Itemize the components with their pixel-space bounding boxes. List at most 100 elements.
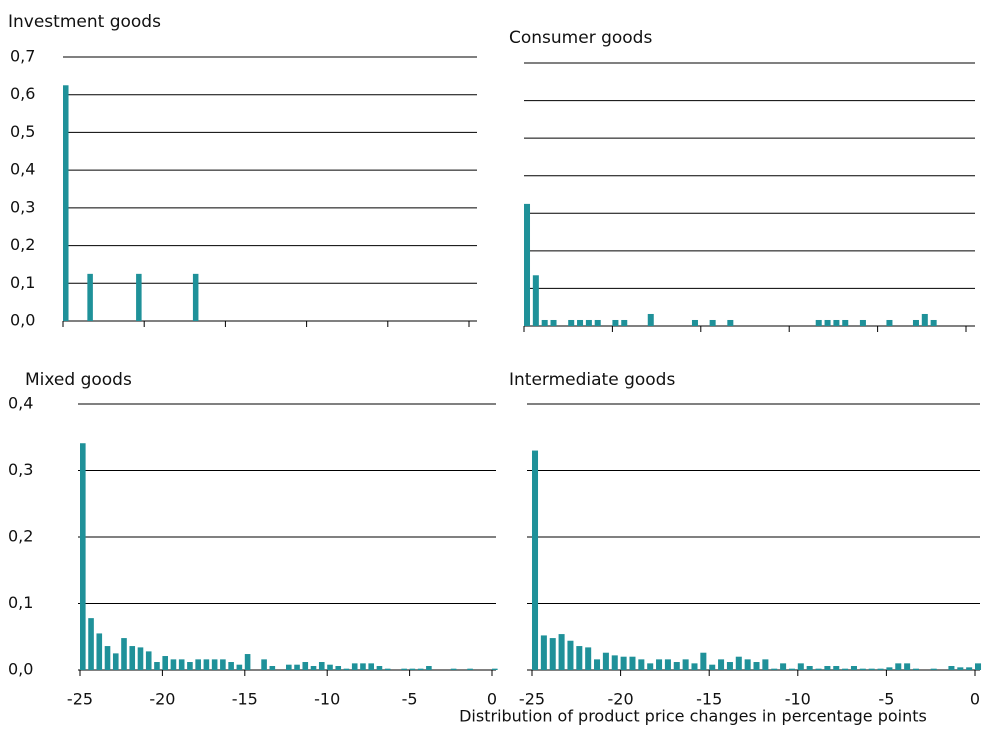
bar [426,666,432,670]
bar [162,656,169,670]
bar [673,662,680,670]
bar [727,319,734,326]
bar [467,668,473,670]
bar [788,668,795,670]
bar [895,663,902,670]
bar [549,638,556,670]
x-tick-label: -15 [232,690,258,709]
bar [647,663,654,670]
y-tick-label: 0,7 [10,47,35,66]
bar [620,656,627,670]
x-tick-label: 0 [487,690,497,709]
bar [833,319,840,326]
bar [286,664,292,670]
x-tick-label: -5 [402,690,418,709]
bar [780,663,787,670]
x-tick-label: -20 [149,690,175,709]
x-tick-label: -25 [67,690,93,709]
bar [409,668,416,670]
bar [930,319,937,326]
bar [611,655,618,670]
bar [735,656,742,670]
bar [154,662,160,670]
bar [87,273,93,321]
bar [815,319,822,326]
panel-title: Intermediate goods [509,370,675,390]
y-tick-label: 0,1 [8,593,33,612]
bar [921,313,928,326]
y-tick-label: 0,3 [8,460,33,479]
bar [709,319,716,326]
bar [576,646,583,670]
bar [310,666,317,670]
bar [376,666,383,670]
bar [540,635,547,670]
bar [771,668,778,670]
bar [203,659,210,670]
bar [868,668,875,670]
bar [975,663,982,670]
bar [104,646,111,670]
x-tick-label: -15 [696,690,722,709]
bar [343,668,350,670]
bar [842,319,849,326]
bar [594,659,601,670]
bar [178,659,185,670]
bar [244,654,251,670]
bar [492,668,498,670]
bar [656,659,663,670]
bar [664,659,671,670]
panel-title: Mixed goods [25,370,132,390]
bar [833,666,840,670]
bar [797,663,804,670]
bar [577,319,584,326]
bar [877,668,884,670]
y-tick-label: 0,1 [10,273,35,292]
bar [532,275,539,326]
bar [647,313,654,326]
bar [594,319,601,326]
bar [966,667,973,670]
bar [744,659,751,670]
y-tick-label: 0,3 [10,197,35,216]
bar [524,203,531,326]
bar [170,659,177,670]
bar [220,659,226,670]
bar [585,319,592,326]
x-tick-label: -10 [785,690,811,709]
x-tick-label: 0 [970,690,980,709]
bar [859,668,866,670]
panel-title: Consumer goods [509,28,652,48]
bar [137,647,144,670]
panel-title: Investment goods [8,12,161,32]
bar [912,319,919,326]
bar [236,664,243,670]
bar [327,664,333,670]
y-tick-label: 0,5 [10,122,35,141]
bar [145,651,152,670]
bar [80,443,86,670]
bar [96,633,103,670]
bar [360,663,366,670]
bar [550,319,557,326]
bar [129,646,136,670]
bar [302,662,309,670]
bar [351,663,358,670]
bar [718,659,725,670]
bar [192,273,199,321]
bar [850,666,857,670]
bar [318,662,325,670]
y-tick-label: 0,0 [10,311,35,330]
bar [612,319,619,326]
y-tick-label: 0,4 [8,394,33,413]
x-tick-label: -10 [314,690,340,709]
bar [886,667,893,670]
bar [815,668,822,670]
bar [762,659,769,670]
bar [957,667,964,670]
bar [602,652,609,670]
bar [585,647,592,670]
y-tick-label: 0,0 [8,660,33,679]
bar [294,664,300,670]
